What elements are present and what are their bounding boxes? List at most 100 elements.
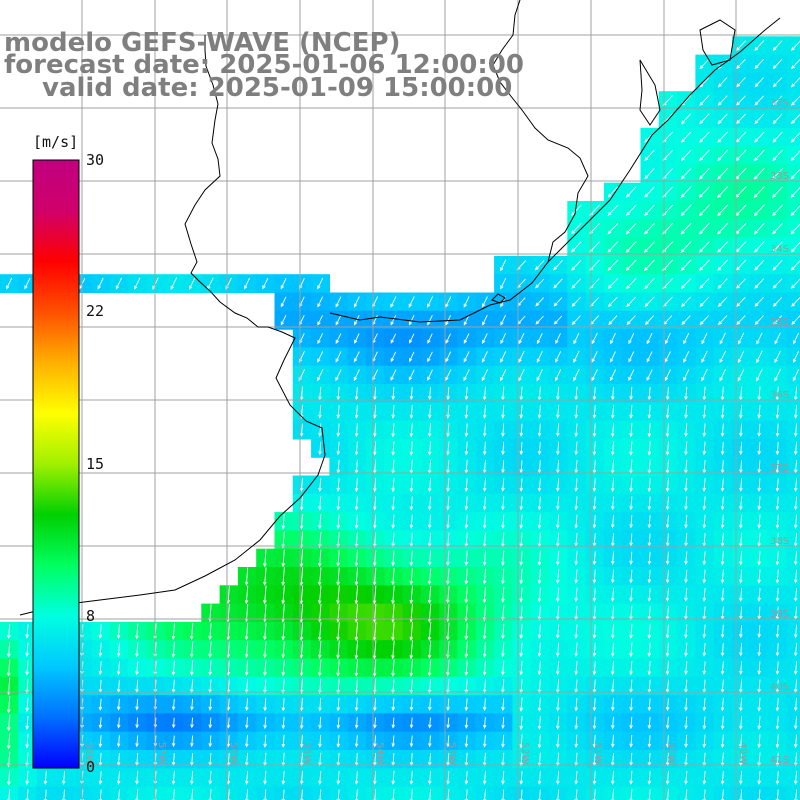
wind-arrow: [464, 405, 469, 419]
wind-arrow: [482, 717, 487, 730]
wind-arrow: [152, 277, 159, 290]
wind-arrow: [757, 478, 761, 492]
wind-arrow: [390, 369, 397, 381]
wind-arrow: [171, 660, 176, 676]
wind-arrow: [409, 678, 414, 695]
wind-arrow: [790, 223, 800, 235]
wind-arrow: [537, 771, 542, 785]
wind-arrow: [573, 350, 580, 363]
wind-arrow: [790, 95, 800, 106]
wind-arrow: [372, 567, 377, 586]
wind-arrow: [519, 624, 523, 640]
wind-arrow: [592, 478, 597, 493]
wind-arrow: [245, 717, 249, 729]
wind-arrow: [592, 789, 597, 800]
wind-arrow: [720, 569, 725, 584]
wind-arrow: [757, 624, 761, 639]
wind-arrow: [757, 752, 761, 767]
wind-arrow: [571, 259, 582, 271]
lat-label: 40S: [770, 682, 789, 693]
wind-arrow: [336, 659, 340, 677]
wind-arrow: [281, 771, 286, 785]
wind-arrow: [537, 478, 542, 492]
wind-arrow: [592, 423, 597, 438]
wind-arrow: [556, 752, 560, 767]
wind-arrow: [354, 315, 360, 326]
wind-arrow: [665, 698, 670, 712]
wind-arrow: [756, 368, 763, 382]
wind-arrow: [772, 204, 784, 217]
wind-arrow: [354, 735, 359, 748]
wind-arrow: [607, 241, 619, 253]
wind-arrow: [409, 351, 415, 363]
wind-arrow: [354, 441, 359, 456]
wind-arrow: [574, 716, 578, 730]
wind-arrow: [446, 405, 450, 419]
wind-arrow: [335, 351, 342, 363]
wind-arrow: [262, 278, 269, 290]
wind-arrow: [629, 551, 633, 566]
wind-arrow: [336, 585, 340, 605]
wind-arrow: [720, 752, 725, 767]
wind-arrow: [574, 661, 578, 676]
wind-arrow: [735, 259, 747, 271]
colorbar-tick-8: 8: [86, 607, 96, 625]
wind-arrow: [790, 168, 800, 180]
wind-arrow: [427, 568, 432, 586]
wind-arrow: [717, 296, 728, 307]
wind-cell: [786, 91, 800, 111]
wind-arrow: [574, 697, 578, 712]
wind-arrow: [318, 698, 322, 712]
wind-arrow: [354, 478, 359, 493]
wind-arrow: [501, 423, 505, 438]
wind-arrow: [317, 549, 322, 568]
colorbar: [32, 159, 80, 769]
wind-arrow: [263, 660, 267, 677]
wind-arrow: [134, 277, 141, 290]
wind-arrow: [171, 623, 176, 641]
wind-arrow: [647, 386, 652, 401]
wind-arrow: [610, 587, 615, 603]
wind-arrow: [482, 698, 487, 712]
wind-arrow: [756, 332, 763, 345]
wind-arrow: [717, 95, 728, 106]
wind-arrow: [427, 441, 432, 456]
wind-arrow: [702, 569, 707, 584]
wind-arrow: [98, 771, 103, 785]
wind-arrow: [754, 296, 764, 307]
wind-arrow: [574, 551, 578, 566]
wind-arrow: [373, 441, 377, 456]
lagoon-outline: [639, 19, 736, 126]
wind-arrow: [501, 568, 505, 585]
wind-arrow: [372, 622, 377, 642]
wind-arrow: [592, 405, 597, 419]
wind-arrow: [574, 405, 578, 419]
wind-arrow: [263, 698, 267, 712]
wind-arrow: [684, 661, 688, 676]
wind-arrow: [556, 514, 560, 529]
colorbar-unit: [m/s]: [33, 133, 79, 151]
wind-arrow: [681, 296, 691, 308]
wind-arrow: [647, 698, 652, 712]
wind-arrow: [391, 405, 395, 419]
wind-arrow: [244, 622, 249, 641]
wind-arrow: [263, 567, 267, 586]
wind-arrow: [501, 660, 505, 676]
wind-arrow: [482, 568, 487, 585]
wind-arrow: [408, 369, 415, 381]
wind-arrow: [263, 585, 267, 605]
wind-arrow: [208, 622, 212, 641]
wind-arrow: [501, 478, 505, 492]
wind-arrow: [318, 734, 322, 748]
wind-arrow: [772, 222, 783, 235]
wind-arrow: [336, 514, 340, 530]
wind-arrow: [537, 752, 542, 767]
wind-arrow: [171, 770, 176, 785]
wind-arrow: [754, 241, 765, 253]
wind-arrow: [592, 642, 597, 658]
wind-arrow: [684, 716, 688, 730]
wind-arrow: [791, 315, 800, 326]
wind-arrow: [793, 716, 798, 730]
wind-arrow: [353, 351, 360, 363]
wind-arrow: [699, 58, 710, 70]
